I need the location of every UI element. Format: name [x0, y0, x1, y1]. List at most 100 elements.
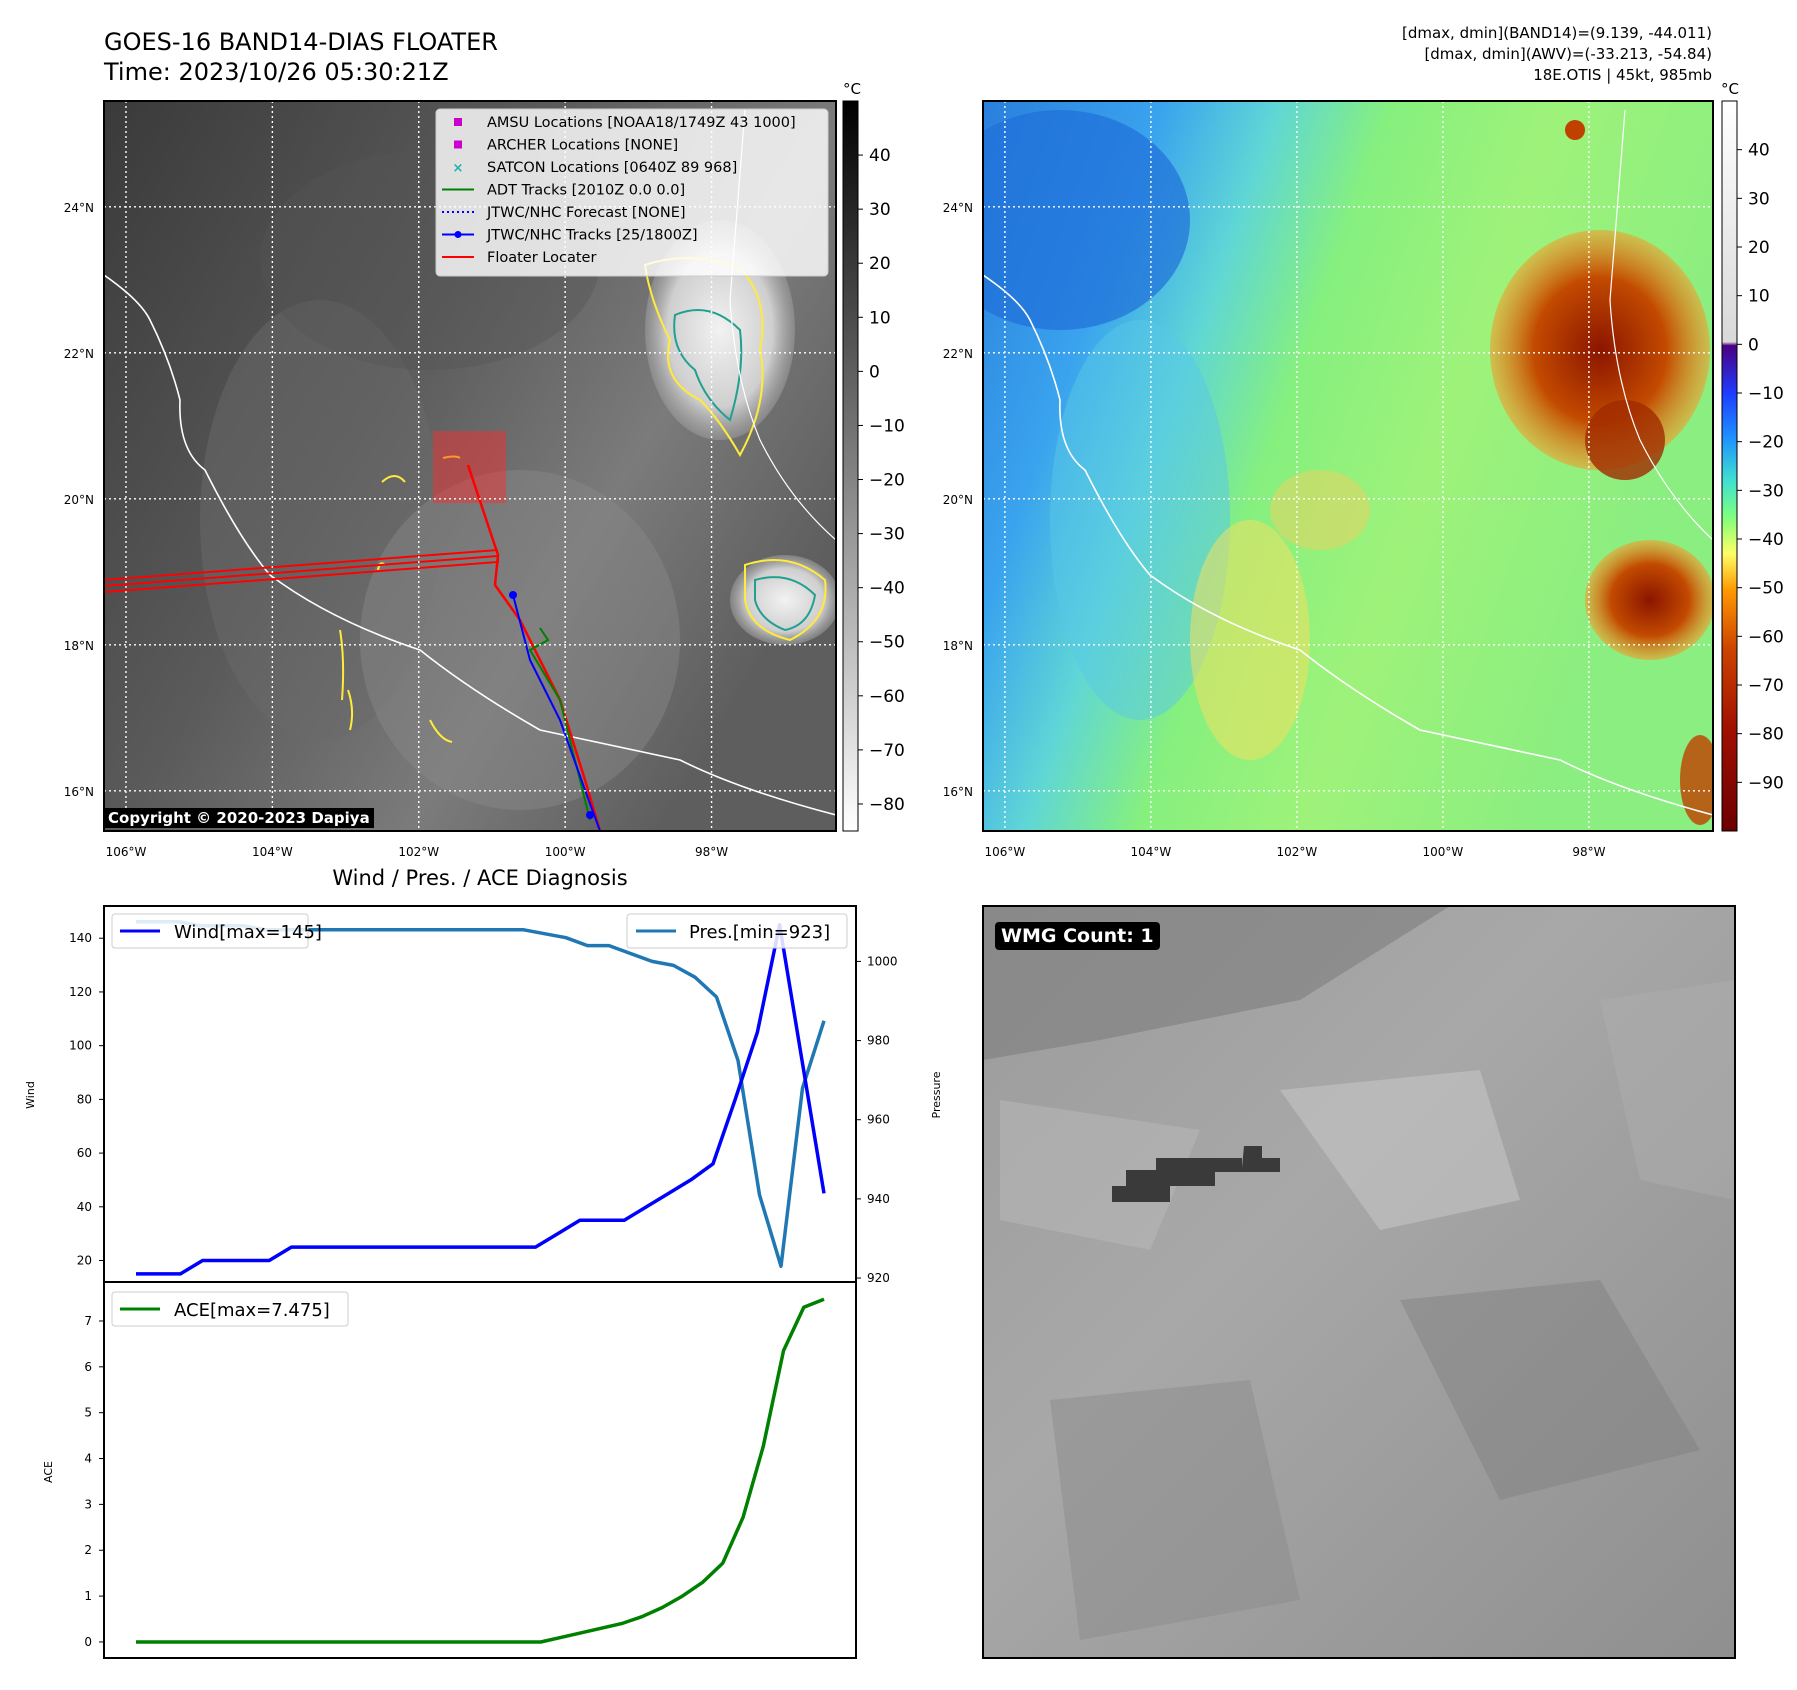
lon-tick-label: 104°W: [252, 845, 293, 859]
wind-pressure-chart: 20 40 60 80 100 120 140 920 940 960 980 1000 Wind P…: [24, 905, 943, 1285]
wind-ytick-label: 60: [77, 1146, 92, 1160]
color-map-panel: 106°W 104°W 102°W 100°W 98°W 24°N 22°N 20°N 18°…: [943, 100, 1714, 859]
coastline-color: [983, 274, 1713, 816]
info-band14: [dmax, dmin](BAND14)=(9.139, -44.011): [1402, 24, 1712, 42]
color-map-gridlines: [983, 101, 1713, 831]
colorbar-tick-label: −90: [1748, 773, 1784, 793]
colorbar-tick-label: 30: [869, 200, 891, 220]
lon-tick-label: 98°W: [695, 845, 728, 859]
lon-tick-label: 98°W: [1572, 845, 1605, 859]
legend-item-label: JTWC/NHC Forecast [NONE]: [486, 205, 686, 221]
wind-legend-label: Wind[max=145]: [174, 922, 322, 943]
storm-cloud-color-north: [1490, 230, 1710, 470]
pressure-legend-label: Pres.[min=923]: [689, 922, 830, 943]
colorbar-tick-label: 0: [869, 362, 880, 382]
colorbar-tick-label: −70: [1748, 676, 1784, 696]
colorbar-tick-label: −80: [869, 795, 905, 815]
contour-yellow-small: [339, 455, 461, 743]
ace-axis-label: ACE: [42, 1461, 55, 1483]
jtwc-track-point: [586, 811, 594, 819]
copyright-label: Copyright © 2020-2023 Dapiya: [104, 808, 374, 828]
legend-marker-dot: [454, 231, 462, 238]
colorbar-tick-label: −30: [869, 525, 905, 545]
ace-ytick-label: 0: [84, 1635, 92, 1649]
colorbar-tick-label: −10: [869, 416, 905, 436]
colorbar-tick-label: 40: [869, 146, 891, 166]
wind-ytick-label: 80: [77, 1092, 92, 1106]
lat-tick-label: 20°N: [943, 493, 973, 507]
legend-marker-square: [454, 118, 462, 126]
ace-ytick-label: 7: [84, 1314, 92, 1328]
pressure-ytick-label: 940: [867, 1192, 890, 1206]
color-map-frame: [982, 100, 1714, 832]
lon-tick-label: 100°W: [1423, 845, 1464, 859]
ace-ytick-label: 3: [84, 1497, 92, 1511]
info-storm: 18E.OTIS | 45kt, 985mb: [1533, 66, 1712, 84]
wind-series-line: [136, 923, 826, 1276]
wind-chart-frame: [103, 905, 857, 1283]
wind-ytick-label: 20: [77, 1254, 92, 1268]
colorbar-tick-label: 40: [1748, 141, 1770, 161]
lon-tick-label: 100°W: [545, 845, 586, 859]
colorbar-tick-label: −50: [869, 633, 905, 653]
color-colorbar-bar: [1721, 100, 1738, 832]
jtwc-track-point: [509, 591, 517, 599]
ace-legend-box: [111, 1291, 349, 1327]
colorbar-tick-label: −10: [1748, 384, 1784, 404]
color-colorbar: °C 40 30 20 10 0 −10 −20 −30 −40 −50 −60 −70 −80 −90: [1721, 80, 1784, 832]
coastline-gray: [104, 274, 836, 816]
gray-map-lat-labels: 24°N 22°N 20°N 18°N 16°N: [64, 201, 94, 799]
ace-ytick-label: 5: [84, 1406, 92, 1420]
ace-ytick-label: 2: [84, 1543, 92, 1557]
color-colorbar-unit: °C: [1721, 80, 1739, 98]
color-map-lon-labels: 106°W 104°W 102°W 100°W 98°W: [985, 845, 1606, 859]
lat-tick-label: 22°N: [64, 347, 94, 361]
lat-tick-label: 22°N: [943, 347, 973, 361]
ace-ytick-label: 4: [84, 1452, 92, 1466]
wind-ytick-label: 40: [77, 1200, 92, 1214]
colorbar-tick-label: −80: [1748, 725, 1784, 745]
colorbar-tick-label: −40: [869, 579, 905, 599]
figure-title: GOES-16 BAND14-DIAS FLOATER: [104, 28, 498, 56]
colorbar-tick-label: 20: [1748, 238, 1770, 258]
legend-marker-square: [454, 140, 462, 149]
lat-tick-label: 16°N: [943, 785, 973, 799]
lat-tick-label: 24°N: [943, 201, 973, 215]
colorbar-tick-label: −20: [1748, 433, 1784, 453]
lon-tick-label: 106°W: [985, 845, 1026, 859]
pressure-ytick-label: 920: [867, 1271, 890, 1285]
gray-map-panel: 106°W 104°W 102°W 100°W 98°W 24°N 22°N 20°N 18°…: [64, 100, 837, 859]
pressure-ytick-label: 1000: [867, 954, 898, 968]
colorbar-tick-label: 10: [1748, 287, 1770, 307]
gray-map-lon-labels: 106°W 104°W 102°W 100°W 98°W: [106, 845, 729, 859]
legend-item-label: JTWC/NHC Tracks [25/1800Z]: [486, 228, 698, 244]
wind-legend-box: [111, 913, 309, 949]
colorbar-tick-label: −20: [869, 471, 905, 491]
wind-ytick-label: 120: [69, 985, 92, 999]
lon-tick-label: 102°W: [398, 845, 439, 859]
contour-teal-east: [754, 576, 817, 632]
contour-teal-north: [673, 309, 743, 422]
legend-item-label: ADT Tracks [2010Z 0.0 0.0]: [487, 183, 685, 199]
wmg-panel: [982, 905, 1736, 1659]
storm-cloud-color-east: [1585, 540, 1713, 660]
gray-colorbar-bar: [842, 100, 859, 832]
ace-legend-label: ACE[max=7.475]: [174, 1300, 330, 1321]
pressure-ytick-label: 980: [867, 1034, 890, 1048]
wmg-cold-pixels: [1112, 1146, 1280, 1202]
lat-tick-label: 20°N: [64, 493, 94, 507]
info-awv: [dmax, dmin](AWV)=(-33.213, -54.84): [1424, 45, 1712, 63]
map-legend: AMSU Locations [NOAA18/1749Z 43 1000] ARC…: [435, 108, 829, 277]
colorbar-tick-label: −70: [869, 741, 905, 761]
colorbar-tick-label: 10: [869, 308, 891, 328]
wmg-count-label: WMG Count: 1: [995, 922, 1160, 950]
ace-chart: 0 1 2 3 4 5 6 7 ACE ACE[max=7.475]: [42, 1281, 857, 1659]
colorbar-tick-label: −60: [1748, 627, 1784, 647]
wind-axis-label: Wind: [24, 1081, 37, 1109]
lon-tick-label: 102°W: [1277, 845, 1318, 859]
colorbar-tick-label: 30: [1748, 189, 1770, 209]
colorbar-tick-label: −50: [1748, 579, 1784, 599]
ace-chart-frame: [103, 1281, 857, 1659]
legend-marker-x: ×: [453, 161, 464, 176]
colorbar-tick-label: −40: [1748, 530, 1784, 550]
